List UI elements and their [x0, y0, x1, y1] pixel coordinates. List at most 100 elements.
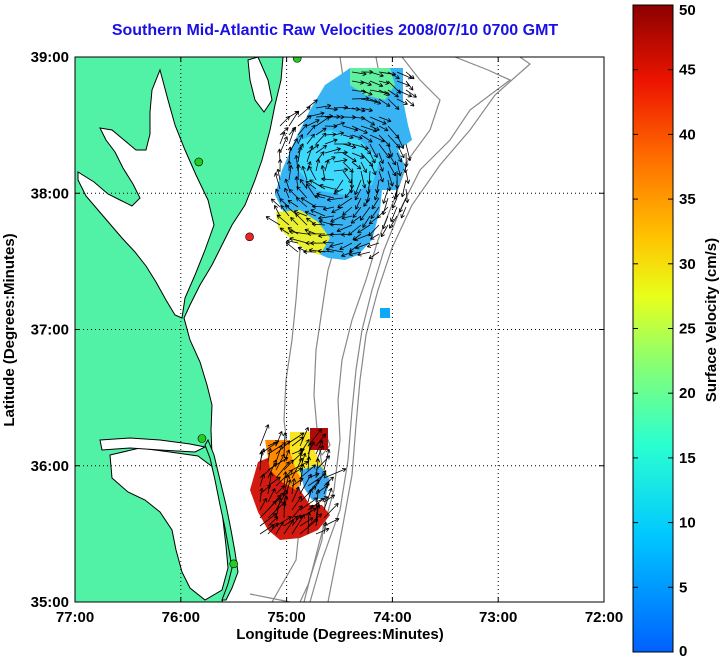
colorbar-tick-label: 15	[679, 450, 696, 467]
velocity-vector	[277, 159, 283, 172]
velocity-vector	[267, 522, 279, 535]
velocity-vector	[380, 224, 389, 238]
velocity-vector	[348, 251, 362, 257]
velocity-vector	[370, 233, 380, 240]
velocity-vector	[369, 98, 382, 105]
velocity-vector	[333, 131, 345, 136]
velocity-vector	[342, 206, 353, 216]
radar-sites	[194, 57, 302, 569]
velocity-vector	[265, 216, 281, 226]
y-tick-label: 39:00	[31, 49, 69, 66]
velocity-vector	[311, 221, 326, 227]
radar-site-marker	[245, 232, 254, 242]
velocity-vector	[355, 197, 362, 210]
outer-banks	[204, 438, 239, 601]
velocity-vector	[283, 474, 291, 495]
radar-site-marker	[229, 559, 238, 569]
velocity-vector	[362, 215, 371, 228]
velocity-vector	[396, 161, 402, 177]
velocity-vector	[318, 215, 335, 221]
velocity-vector	[267, 447, 273, 463]
velocity-vector	[301, 165, 308, 181]
velocity-vector	[389, 215, 398, 229]
velocity-vector	[341, 251, 353, 258]
velocity-vector	[289, 236, 308, 244]
velocity-vector	[317, 248, 335, 254]
velocity-vector	[282, 501, 287, 519]
velocity-vector	[275, 521, 284, 535]
velocity-vector	[267, 488, 276, 503]
velocity-vector	[381, 215, 389, 230]
velocity-vector	[288, 138, 298, 154]
velocity-vector	[315, 103, 332, 109]
velocity-vector	[378, 116, 392, 123]
velocity-vector	[393, 188, 398, 200]
velocity-vector	[259, 497, 267, 511]
velocity-vector	[387, 71, 400, 80]
colorbar-tick-label: 5	[679, 579, 687, 596]
velocity-vector	[299, 178, 308, 190]
y-tick-label: 35:00	[31, 594, 69, 611]
velocity-vector	[350, 215, 362, 224]
velocity-vector	[323, 502, 339, 519]
velocity-vector	[378, 80, 390, 85]
velocity-vector	[339, 242, 353, 251]
velocity-vector	[357, 224, 371, 234]
velocity-vector	[267, 516, 279, 527]
x-axis-label: Longitude (Degrees:Minutes)	[236, 626, 444, 643]
velocity-vector	[342, 161, 354, 173]
velocity-vector	[325, 247, 344, 253]
velocity-vector	[291, 478, 297, 495]
colorbar-tick-label: 50	[679, 2, 696, 19]
velocity-vector	[279, 115, 290, 127]
velocity-vector	[275, 453, 285, 471]
velocity-vector	[259, 450, 264, 471]
velocity-vector	[396, 134, 405, 149]
velocity-vector	[405, 71, 415, 80]
velocity-vector	[303, 249, 317, 255]
colorbar-tick-label: 25	[679, 321, 696, 338]
velocity-vector	[400, 206, 407, 219]
velocity-vector	[329, 232, 344, 237]
x-tick-label: 74:00	[373, 609, 411, 626]
x-tick-label: 75:00	[267, 609, 305, 626]
velocity-vector	[360, 116, 376, 126]
velocity-vector	[259, 513, 278, 527]
velocity-vector	[282, 432, 288, 455]
velocity-vector	[357, 251, 371, 257]
velocity-vector	[288, 188, 299, 199]
velocity-vector	[307, 488, 313, 503]
velocity-vector	[279, 136, 288, 154]
velocity-vector	[285, 241, 299, 253]
velocity-vector	[305, 183, 317, 199]
colorbar-tick-label: 10	[679, 515, 696, 532]
x-tick-label: 72:00	[585, 609, 623, 626]
velocity-vector	[287, 227, 299, 235]
velocity-vector	[405, 89, 417, 98]
velocity-vector	[363, 197, 371, 207]
velocity-vector	[369, 80, 384, 88]
velocity-vector	[360, 80, 372, 87]
velocity-vector	[279, 127, 289, 136]
velocity-vector	[275, 485, 286, 495]
velocity-vector	[321, 176, 335, 182]
velocity-vector	[368, 251, 380, 260]
velocity-vector	[279, 131, 286, 145]
velocity-vector	[382, 188, 389, 204]
velocity-vector	[299, 473, 312, 495]
velocity-vector	[267, 476, 281, 487]
velocity-vector	[308, 165, 317, 181]
velocity-vector	[331, 206, 344, 214]
velocity-vector	[291, 486, 300, 503]
velocity-vector	[398, 197, 407, 213]
velocity-vector	[307, 231, 326, 237]
velocity-vector	[333, 158, 348, 163]
velocity-vector	[323, 481, 330, 495]
velocity-vector	[396, 143, 405, 159]
velocity-vector	[304, 210, 317, 217]
colorbar-tick-label: 40	[679, 126, 696, 143]
velocity-vector	[351, 125, 368, 134]
velocity-vector	[299, 439, 310, 455]
velocity-vector	[390, 206, 398, 223]
delaware-bay	[247, 57, 273, 113]
